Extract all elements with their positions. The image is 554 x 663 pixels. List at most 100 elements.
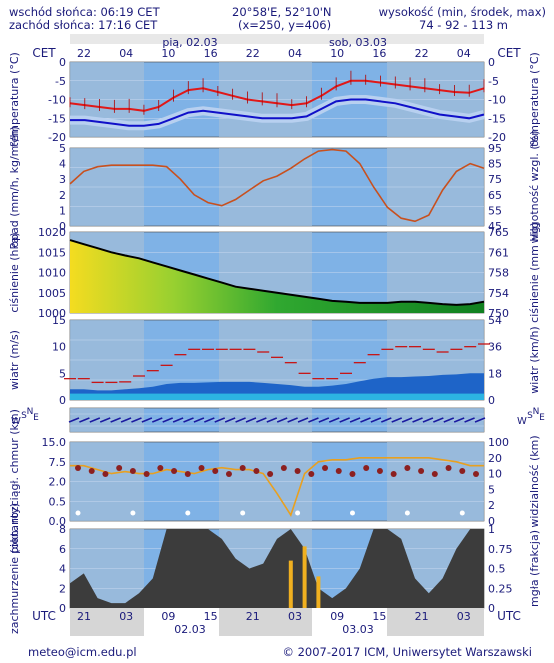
cloud-low-dot: [459, 510, 465, 516]
cloud-low-dot: [349, 510, 355, 516]
bottom-tz-label-right: UTC: [497, 609, 521, 623]
cloud-cover-area: [70, 529, 484, 608]
bottom-tz-label: UTC: [32, 609, 56, 623]
cloud-dot: [102, 471, 109, 477]
y2-tick-label: 0: [488, 56, 495, 69]
bottom-night-band: [70, 608, 144, 636]
cloud-dot: [280, 465, 287, 471]
wind-arrow: [183, 417, 194, 423]
wind-arrow: [235, 417, 246, 423]
humidity-line: [69, 148, 485, 223]
y-tick-label: 0: [59, 394, 66, 407]
top-hour-label: 22: [415, 47, 429, 60]
y-axis-label: wiatr (m/s): [8, 330, 21, 390]
pressure-area: [70, 240, 484, 313]
height-values: 74 - 92 - 113 m: [419, 18, 508, 32]
cloud-dot: [418, 468, 425, 474]
y-tick-label: 4: [59, 158, 66, 171]
y-tick-label: 1: [59, 204, 66, 217]
bottom-hour-label: 21: [77, 610, 91, 623]
top-hour-label: 04: [457, 47, 471, 60]
y2-tick-label: 758: [488, 267, 509, 280]
cloud-dot: [116, 465, 123, 471]
y-tick-label: -20: [48, 131, 66, 144]
y2-tick-label: -20: [488, 131, 506, 144]
cloud-dot: [376, 468, 383, 474]
y2-axis-label: temperatura (°C): [528, 52, 541, 147]
top-hour-label: 22: [246, 47, 260, 60]
y2-tick-label: 0: [488, 515, 495, 528]
bottom-hour-label: 21: [415, 610, 429, 623]
y2-tick-label: 0.5: [488, 563, 506, 576]
sunset-text: zachód słońca: 17:16 CET: [9, 18, 158, 32]
y-tick-label: 10: [52, 341, 66, 354]
top-band-shade: [70, 34, 484, 44]
cloud-low-dot: [185, 510, 191, 516]
y-tick-label: 0: [59, 56, 66, 69]
cloud-dot: [363, 465, 370, 471]
wind-arrow: [474, 417, 486, 423]
cloud-dot: [198, 465, 205, 471]
visibility-line: [70, 457, 484, 517]
top-hour-label: 10: [161, 47, 175, 60]
fog-bar: [288, 560, 293, 608]
cloud-dot: [129, 468, 136, 474]
bottom-hour-label: 15: [372, 610, 386, 623]
y-tick-label: 1020: [38, 226, 66, 239]
y-tick-label: 15: [52, 314, 66, 327]
y-axis-label: opad (mm/h, kg/m²/h): [8, 126, 21, 247]
bottom-hour-label: 03: [288, 610, 302, 623]
y-axis-label: pion. rozciągł. chmur (km): [8, 409, 21, 554]
top-hour-label: 16: [204, 47, 218, 60]
y2-tick-label: 75: [488, 173, 502, 186]
cloud-dot: [253, 468, 260, 474]
y-tick-label: 0: [59, 220, 66, 233]
y2-tick-label: 0: [488, 394, 495, 407]
wind-arrow: [79, 417, 90, 423]
wind-arrow: [162, 417, 173, 423]
bottom-hour-label: 21: [246, 610, 260, 623]
grid-text: (x=250, y=406): [238, 18, 332, 32]
cloud-dot: [88, 468, 95, 474]
wind-arrow: [141, 417, 153, 423]
y-tick-label: -5: [55, 75, 66, 88]
wind-arrow: [276, 417, 288, 423]
cloud-dot: [404, 465, 411, 471]
bottom-hour-label: 09: [330, 610, 344, 623]
wind-arrow: [256, 417, 267, 423]
y-tick-label: 1000: [38, 307, 66, 320]
y2-tick-label: 95: [488, 142, 502, 155]
coords-text: 20°58'E, 52°10'N: [232, 5, 332, 19]
cloud-dot: [431, 471, 438, 477]
y-tick-label: 2: [59, 582, 66, 595]
y2-tick-label: 85: [488, 158, 502, 171]
y-tick-label: 4: [59, 563, 66, 576]
wind-arrow: [360, 417, 371, 423]
wind-arrow: [328, 417, 340, 423]
contact-email[interactable]: meteo@icm.edu.pl: [28, 645, 137, 659]
wind-dir-axis: E: [33, 413, 39, 423]
wind-arrow: [433, 417, 444, 423]
wind-dir-axis: W: [11, 416, 21, 427]
y2-tick-label: -5: [488, 75, 499, 88]
y-tick-label: 15.0: [42, 436, 67, 449]
y2-tick-label: 765: [488, 226, 509, 239]
y2-tick-label: 55: [488, 204, 502, 217]
cloud-dot: [171, 468, 178, 474]
y2-tick-label: -10: [488, 94, 506, 107]
y-tick-label: 5: [59, 142, 66, 155]
height-label: wysokość (min, środek, max): [378, 5, 546, 19]
wind-arrow: [214, 417, 226, 423]
wind-arrow: [297, 417, 309, 423]
y2-tick-label: 2: [488, 499, 495, 512]
y2-tick-label: 18: [488, 367, 502, 380]
y2-tick-label: 761: [488, 246, 509, 259]
wind-arrow: [224, 417, 236, 423]
cloud-dot: [239, 465, 246, 471]
y2-tick-label: 750: [488, 307, 509, 320]
y2-tick-label: 20: [488, 452, 502, 465]
top-hour-bg: [70, 44, 484, 59]
y2-tick-label: 54: [488, 314, 502, 327]
y-tick-label: 5: [59, 367, 66, 380]
